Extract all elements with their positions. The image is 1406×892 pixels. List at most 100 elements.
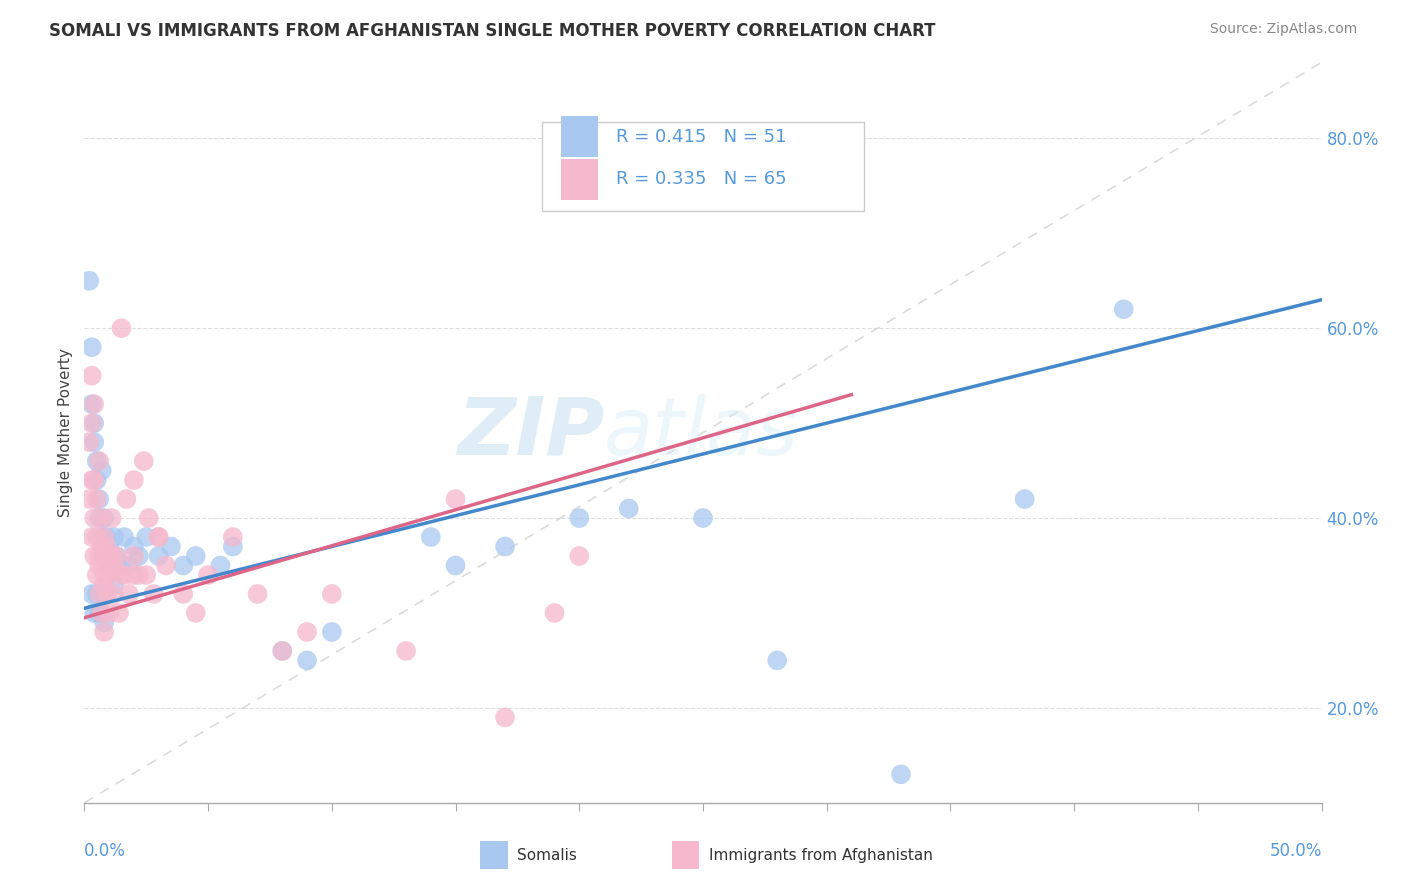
Point (122, 549, 145, 563)
Point (543, 606, 565, 620)
Point (494, 710, 516, 724)
Point (96, 587, 118, 601)
Point (103, 577, 125, 591)
Point (93, 624, 115, 639)
Point (96, 558, 118, 573)
Point (395, 644, 418, 658)
Point (766, 653, 789, 667)
Point (110, 321, 132, 335)
Point (617, 501, 640, 516)
Point (79, 274, 101, 288)
Point (1112, 302, 1135, 317)
Point (271, 644, 294, 658)
Point (321, 587, 343, 601)
Point (98, 558, 121, 573)
Point (155, 558, 177, 573)
Text: Immigrants from Afghanistan: Immigrants from Afghanistan (709, 848, 934, 863)
Point (172, 558, 194, 573)
Point (321, 624, 343, 639)
Point (135, 568, 157, 582)
Point (148, 530, 170, 544)
Point (80, 473, 103, 487)
Point (89, 491, 111, 506)
Point (89, 558, 111, 573)
Point (98, 606, 121, 620)
Point (90, 511, 112, 525)
Point (568, 511, 591, 525)
Point (105, 549, 128, 563)
Point (98, 568, 121, 582)
FancyBboxPatch shape (561, 117, 598, 157)
Point (80, 587, 103, 601)
Point (108, 606, 131, 620)
Point (444, 558, 467, 573)
Point (83, 511, 105, 525)
Point (89, 549, 111, 563)
Text: R = 0.335   N = 65: R = 0.335 N = 65 (616, 170, 787, 188)
Point (494, 540, 516, 554)
Point (80, 397, 103, 411)
Point (89, 454, 111, 468)
Point (103, 530, 125, 544)
Point (86, 454, 108, 468)
Point (90, 606, 112, 620)
Point (93, 530, 115, 544)
Point (112, 568, 135, 582)
FancyBboxPatch shape (481, 841, 508, 870)
Point (1014, 491, 1036, 506)
Point (222, 540, 245, 554)
Point (148, 549, 170, 563)
Text: 0.0%: 0.0% (84, 842, 127, 860)
Point (135, 530, 157, 544)
Point (103, 587, 125, 601)
FancyBboxPatch shape (543, 121, 863, 211)
Point (122, 473, 145, 487)
Point (80, 530, 103, 544)
Text: Source: ZipAtlas.com: Source: ZipAtlas.com (1209, 22, 1357, 37)
Point (80, 340, 103, 354)
Point (184, 549, 207, 563)
Point (419, 530, 441, 544)
Point (692, 511, 714, 525)
Point (148, 530, 170, 544)
Point (93, 577, 115, 591)
Text: ZIP: ZIP (457, 393, 605, 472)
Point (112, 530, 135, 544)
Text: Somalis: Somalis (517, 848, 578, 863)
Point (118, 558, 141, 573)
Point (172, 587, 194, 601)
Point (90, 540, 112, 554)
Point (83, 549, 105, 563)
Point (83, 473, 105, 487)
Point (98, 540, 121, 554)
Text: atlas: atlas (605, 393, 799, 472)
Point (122, 568, 145, 582)
Point (295, 653, 318, 667)
Point (184, 606, 207, 620)
Point (122, 540, 145, 554)
Point (93, 615, 115, 630)
Point (89, 606, 111, 620)
Point (83, 435, 105, 450)
Point (93, 568, 115, 582)
Point (197, 568, 219, 582)
Point (295, 624, 318, 639)
Text: 50.0%: 50.0% (1270, 842, 1322, 860)
Point (110, 558, 132, 573)
Point (89, 587, 111, 601)
Point (96, 530, 118, 544)
Point (160, 540, 183, 554)
FancyBboxPatch shape (561, 159, 598, 200)
Point (83, 397, 105, 411)
Point (90, 587, 112, 601)
Point (271, 644, 294, 658)
Point (246, 587, 269, 601)
Point (80, 416, 103, 430)
Point (86, 473, 108, 487)
Point (80, 368, 103, 383)
Point (103, 558, 125, 573)
Point (86, 530, 108, 544)
Point (115, 491, 138, 506)
Point (118, 587, 141, 601)
Point (93, 511, 115, 525)
